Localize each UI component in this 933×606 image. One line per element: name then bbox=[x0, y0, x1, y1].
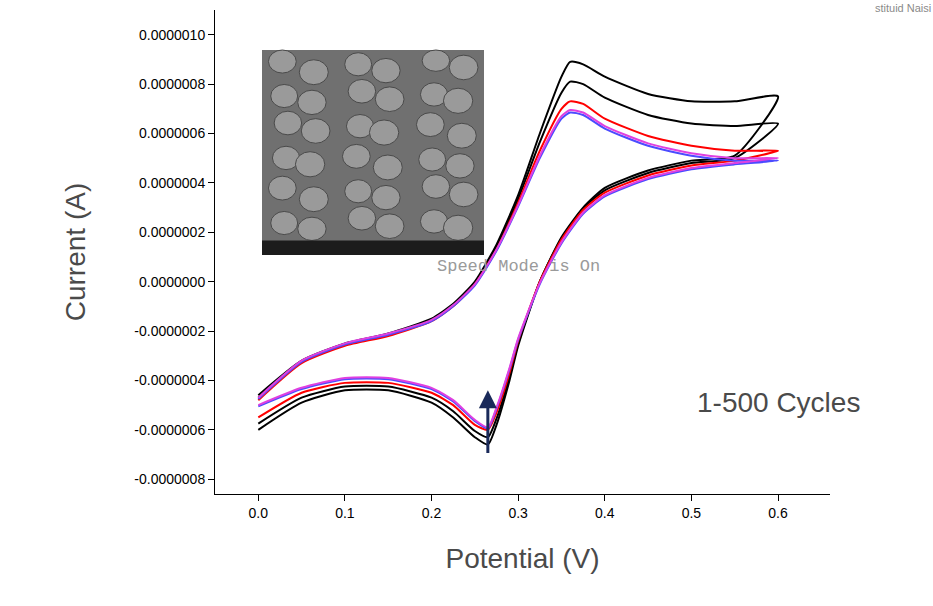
svg-text:stituid Naisi: stituid Naisi bbox=[875, 2, 931, 14]
svg-text:Speed Mode is On: Speed Mode is On bbox=[437, 257, 600, 276]
svg-text:-0.0000006: -0.0000006 bbox=[134, 422, 205, 438]
svg-text:0.0000002: 0.0000002 bbox=[139, 224, 205, 240]
svg-text:0.0: 0.0 bbox=[249, 505, 269, 521]
svg-text:1-500 Cycles: 1-500 Cycles bbox=[697, 387, 860, 418]
svg-text:0.0000000: 0.0000000 bbox=[139, 274, 205, 290]
svg-text:0.0000010: 0.0000010 bbox=[139, 27, 205, 43]
svg-text:-0.0000004: -0.0000004 bbox=[134, 372, 205, 388]
svg-text:0.2: 0.2 bbox=[422, 505, 442, 521]
svg-text:0.1: 0.1 bbox=[335, 505, 355, 521]
svg-text:0.0000006: 0.0000006 bbox=[139, 125, 205, 141]
svg-text:-0.0000002: -0.0000002 bbox=[134, 323, 205, 339]
svg-text:0.3: 0.3 bbox=[508, 505, 528, 521]
svg-text:0.0000008: 0.0000008 bbox=[139, 76, 205, 92]
svg-text:Potential (V): Potential (V) bbox=[445, 543, 599, 574]
svg-text:0.0000004: 0.0000004 bbox=[139, 175, 205, 191]
svg-text:-0.0000008: -0.0000008 bbox=[134, 471, 205, 487]
svg-text:0.5: 0.5 bbox=[682, 505, 702, 521]
svg-text:0.4: 0.4 bbox=[595, 505, 615, 521]
svg-text:Current (A): Current (A) bbox=[60, 183, 91, 321]
svg-text:0.6: 0.6 bbox=[768, 505, 788, 521]
